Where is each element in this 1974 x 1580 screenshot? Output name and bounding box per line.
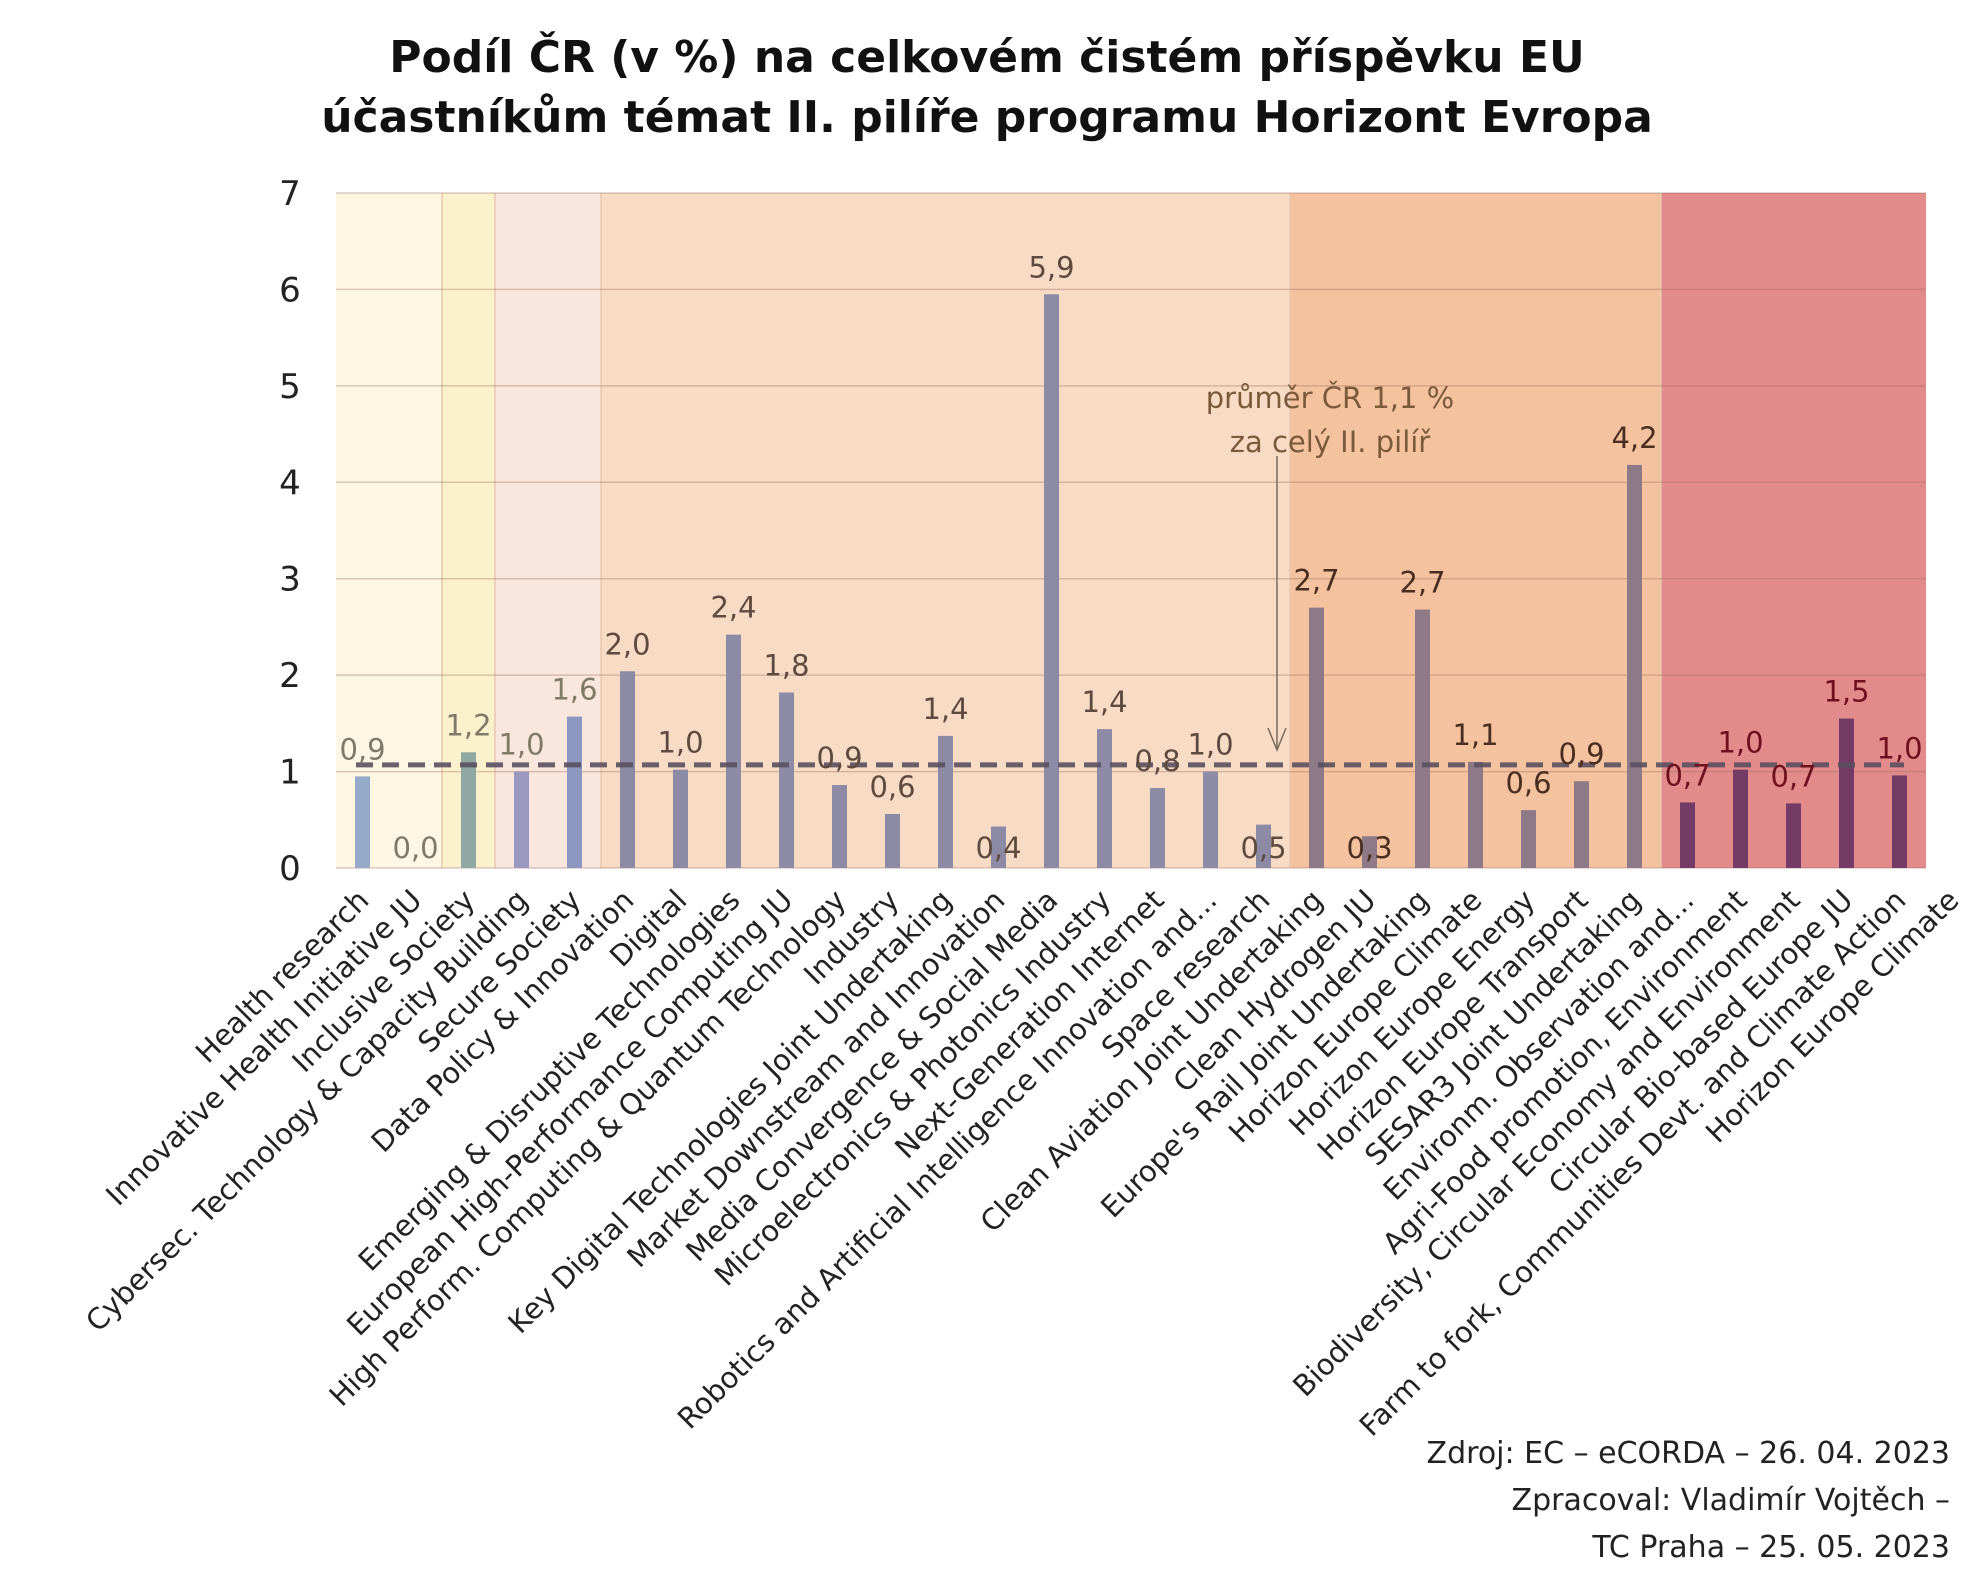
- y-tick-4: 4: [279, 463, 301, 503]
- data-label-28: 1,5: [1823, 675, 1869, 709]
- bar-25: [1680, 802, 1695, 868]
- data-label-11: 1,4: [922, 692, 968, 726]
- source-line-3: TC Praha – 25. 05. 2023: [1591, 1530, 1950, 1565]
- data-label-21: 1,1: [1452, 718, 1498, 752]
- bar-4: [567, 716, 582, 868]
- bar-14: [1097, 729, 1112, 868]
- bar-22: [1521, 810, 1536, 868]
- data-label-23: 0,9: [1558, 737, 1604, 771]
- data-label-19: 0,3: [1346, 831, 1392, 865]
- data-label-29: 1,0: [1876, 731, 1922, 765]
- data-label-1: 0,0: [392, 831, 438, 865]
- bar-11: [938, 735, 953, 868]
- data-label-17: 0,5: [1240, 831, 1286, 865]
- data-label-20: 2,7: [1399, 566, 1445, 600]
- band-2: [495, 193, 601, 868]
- y-tick-2: 2: [279, 656, 301, 696]
- bar-29: [1892, 775, 1907, 868]
- gridlines: [336, 192, 1926, 869]
- annotation-arrow-head: [1267, 727, 1287, 752]
- data-label-5: 2,0: [604, 627, 650, 661]
- y-tick-0: 0: [279, 849, 301, 889]
- average-annotation-line-2: za celý II. pilíř: [1230, 425, 1432, 459]
- bar-27: [1786, 803, 1801, 868]
- bar-7: [726, 634, 741, 868]
- source-line-1: Zdroj: EC – eCORDA – 26. 04. 2023: [1427, 1436, 1950, 1471]
- data-label-12: 0,4: [975, 831, 1021, 865]
- data-label-18: 2,7: [1293, 564, 1339, 598]
- data-label-9: 0,9: [816, 741, 862, 775]
- bar-15: [1150, 787, 1165, 868]
- data-label-10: 0,6: [869, 770, 915, 804]
- band-4: [1290, 193, 1661, 868]
- data-label-24: 4,2: [1611, 421, 1657, 455]
- data-label-14: 1,4: [1081, 685, 1127, 719]
- y-tick-6: 6: [279, 270, 301, 310]
- chart-title: Podíl ČR (v %) na celkovém čistém příspě…: [321, 30, 1653, 143]
- bar-3: [514, 771, 529, 868]
- chart-title-line-2: účastníkům témat II. pilíře programu Hor…: [321, 92, 1653, 143]
- y-tick-5: 5: [279, 367, 301, 407]
- bar-12: [991, 826, 1006, 868]
- data-label-2: 1,2: [445, 708, 491, 742]
- data-label-26: 1,0: [1717, 726, 1763, 760]
- chart-title-line-1: Podíl ČR (v %) na celkovém čistém příspě…: [389, 30, 1584, 83]
- bar-6: [673, 769, 688, 868]
- bar-0: [355, 776, 370, 868]
- average-annotation: průměr ČR 1,1 % za celý II. pilíř: [1206, 381, 1454, 752]
- bar-10: [885, 814, 900, 868]
- data-label-13: 5,9: [1028, 250, 1074, 284]
- bar-23: [1574, 781, 1589, 868]
- data-label-16: 1,0: [1187, 728, 1233, 762]
- bar-5: [620, 671, 635, 868]
- bar-19: [1362, 836, 1377, 868]
- data-label-27: 0,7: [1770, 759, 1816, 793]
- bar-26: [1733, 769, 1748, 868]
- data-labels: 0,90,01,21,01,62,01,02,41,80,90,61,40,45…: [339, 250, 1922, 865]
- bar-2: [461, 752, 476, 868]
- source-line-2: Zpracoval: Vladimír Vojtěch –: [1512, 1483, 1950, 1518]
- band-0: [336, 193, 442, 868]
- bar-16: [1203, 771, 1218, 868]
- data-label-15: 0,8: [1134, 744, 1180, 778]
- bar-17: [1256, 824, 1271, 868]
- y-tick-3: 3: [279, 560, 301, 600]
- data-label-4: 1,6: [551, 673, 597, 707]
- data-label-25: 0,7: [1664, 758, 1710, 792]
- data-label-0: 0,9: [339, 732, 385, 766]
- source-note: Zdroj: EC – eCORDA – 26. 04. 2023 Zpraco…: [1427, 1436, 1950, 1565]
- y-tick-7: 7: [279, 174, 301, 214]
- average-annotation-line-1: průměr ČR 1,1 %: [1206, 381, 1454, 415]
- bar-13: [1044, 294, 1059, 868]
- y-tick-1: 1: [279, 753, 301, 793]
- bar-8: [779, 692, 794, 868]
- bar-18: [1309, 607, 1324, 868]
- bar-20: [1415, 609, 1430, 868]
- data-label-7: 2,4: [710, 591, 756, 625]
- data-label-3: 1,0: [498, 728, 544, 762]
- bar-24: [1627, 464, 1642, 868]
- bar-9: [832, 785, 847, 868]
- bar-28: [1839, 718, 1854, 868]
- y-axis: 0 1 2 3 4 5 6 7: [279, 174, 301, 889]
- data-label-8: 1,8: [763, 649, 809, 683]
- data-label-22: 0,6: [1505, 766, 1551, 800]
- data-label-6: 1,0: [657, 726, 703, 760]
- bar-21: [1468, 761, 1483, 868]
- bars: [355, 294, 1907, 868]
- band-5: [1661, 193, 1926, 868]
